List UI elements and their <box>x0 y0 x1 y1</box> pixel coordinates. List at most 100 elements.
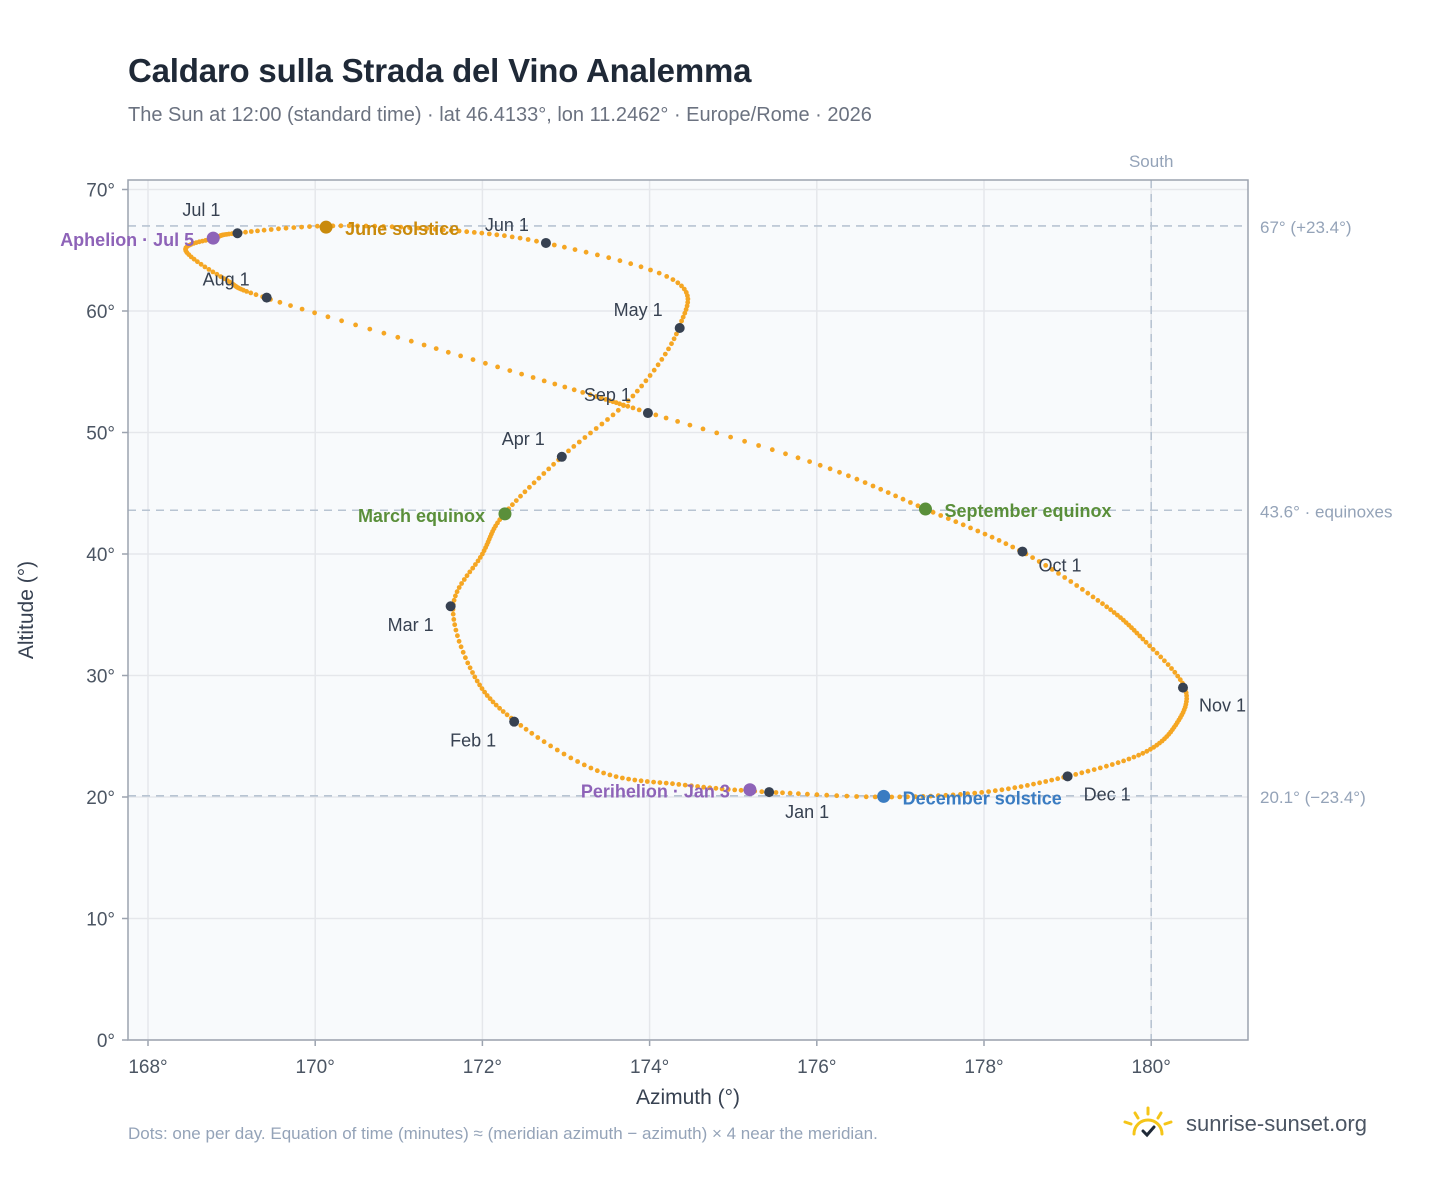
daily-sun-dot <box>659 357 665 362</box>
daily-sun-dot <box>582 435 588 440</box>
daily-sun-dot <box>575 759 580 764</box>
daily-sun-dot <box>682 310 688 316</box>
daily-sun-dot <box>456 585 462 590</box>
daily-sun-dot <box>769 447 775 453</box>
daily-sun-dot <box>628 261 634 267</box>
daily-sun-dot <box>663 780 669 786</box>
daily-sun-dot <box>643 378 649 384</box>
daily-sun-dot <box>408 338 414 344</box>
daily-sun-dot <box>1126 756 1132 762</box>
month-marker <box>261 292 272 303</box>
daily-sun-dot <box>885 490 891 495</box>
daily-sun-dot <box>1043 563 1049 568</box>
daily-sun-dot <box>276 226 281 232</box>
daily-sun-dot <box>1073 772 1079 777</box>
daily-sun-dot <box>682 782 688 788</box>
daily-sun-dot <box>814 792 820 798</box>
daily-sun-dot <box>889 794 895 800</box>
daily-sun-dot <box>1049 567 1055 572</box>
daily-sun-dot <box>679 283 684 289</box>
daily-sun-dot <box>243 229 248 235</box>
daily-sun-dot <box>1085 590 1091 596</box>
daily-sun-dot <box>1108 607 1113 613</box>
daily-sun-dot <box>338 223 344 229</box>
daily-sun-dot <box>571 387 577 393</box>
daily-sun-dot <box>1144 748 1150 754</box>
daily-sun-dot <box>972 790 978 796</box>
daily-sun-dot <box>554 747 560 753</box>
daily-sun-dot <box>1150 647 1156 652</box>
daily-sun-dot <box>445 349 451 355</box>
reference-line-label: 67° (+23.4°) <box>1260 218 1352 237</box>
daily-sun-dot <box>1111 610 1117 615</box>
daily-sun-dot <box>191 256 197 262</box>
daily-sun-dot <box>1134 630 1140 636</box>
daily-sun-dot <box>674 331 679 337</box>
event-marker <box>918 502 932 516</box>
daily-sun-dot <box>527 484 532 490</box>
daily-sun-dot <box>594 768 600 774</box>
daily-sun-dot <box>583 249 589 255</box>
daily-sun-dot <box>470 670 475 675</box>
daily-sun-dot <box>872 794 878 800</box>
daily-sun-dot <box>607 772 613 778</box>
daily-sun-dot <box>588 765 594 771</box>
event-marker <box>319 220 333 234</box>
daily-sun-dot <box>507 368 513 373</box>
daily-sun-dot <box>571 444 577 449</box>
daily-sun-dot <box>1012 785 1018 791</box>
daily-sun-dot <box>346 223 352 229</box>
daily-sun-dot <box>675 419 680 424</box>
brand[interactable]: sunrise-sunset.org <box>1120 1102 1367 1146</box>
daily-sun-dot <box>630 393 636 399</box>
daily-sun-dot <box>432 226 438 232</box>
daily-sun-dot <box>719 786 725 792</box>
daily-sun-dot <box>353 322 358 328</box>
daily-sun-dot <box>261 227 267 233</box>
daily-sun-dot <box>202 264 208 270</box>
daily-sun-dot <box>475 558 481 564</box>
month-label: Oct 1 <box>1038 556 1081 576</box>
daily-sun-dot <box>663 415 669 421</box>
month-label: Jun 1 <box>485 215 529 235</box>
month-label: Jul 1 <box>182 200 220 220</box>
daily-sun-dot <box>440 227 446 233</box>
daily-sun-dot <box>529 730 535 736</box>
daily-sun-dot <box>1104 604 1110 610</box>
daily-sun-dot <box>517 235 523 241</box>
daily-sun-dot <box>685 300 691 305</box>
daily-sun-dot <box>288 303 293 308</box>
daily-sun-dot <box>581 762 587 768</box>
daily-sun-dot <box>728 434 733 440</box>
daily-sun-dot <box>796 791 801 797</box>
daily-sun-dot <box>470 565 476 571</box>
daily-sun-dot <box>198 261 204 267</box>
daily-sun-dot <box>500 709 506 714</box>
daily-sun-dot <box>675 280 681 286</box>
daily-sun-dot <box>679 318 684 324</box>
month-label: Dec 1 <box>1084 784 1131 804</box>
daily-sun-dot <box>471 230 477 235</box>
daily-sun-dot <box>620 775 625 781</box>
daily-sun-dot <box>448 228 454 233</box>
daily-sun-dot <box>451 617 457 622</box>
daily-sun-dot <box>1025 783 1030 788</box>
daily-sun-dot <box>824 792 830 798</box>
daily-sun-dot <box>1148 746 1153 752</box>
daily-sun-dot <box>603 397 609 402</box>
daily-sun-dot <box>291 225 297 231</box>
event-label: March equinox <box>358 506 485 526</box>
chart-title: Caldaro sulla Strada del Vino Analemma <box>128 52 752 89</box>
reference-line-label: 20.1° (−23.4°) <box>1260 788 1366 807</box>
daily-sun-dot <box>1068 579 1074 584</box>
daily-sun-dot <box>381 330 387 336</box>
daily-sun-dot <box>325 314 331 320</box>
month-marker <box>556 451 567 462</box>
daily-sun-dot <box>1074 583 1080 588</box>
daily-sun-dot <box>464 229 470 235</box>
daily-sun-dot <box>651 779 656 785</box>
daily-sun-dot <box>656 270 662 276</box>
month-marker <box>509 716 520 727</box>
daily-sun-dot <box>1175 673 1181 679</box>
y-tick-label: 40° <box>86 545 115 566</box>
